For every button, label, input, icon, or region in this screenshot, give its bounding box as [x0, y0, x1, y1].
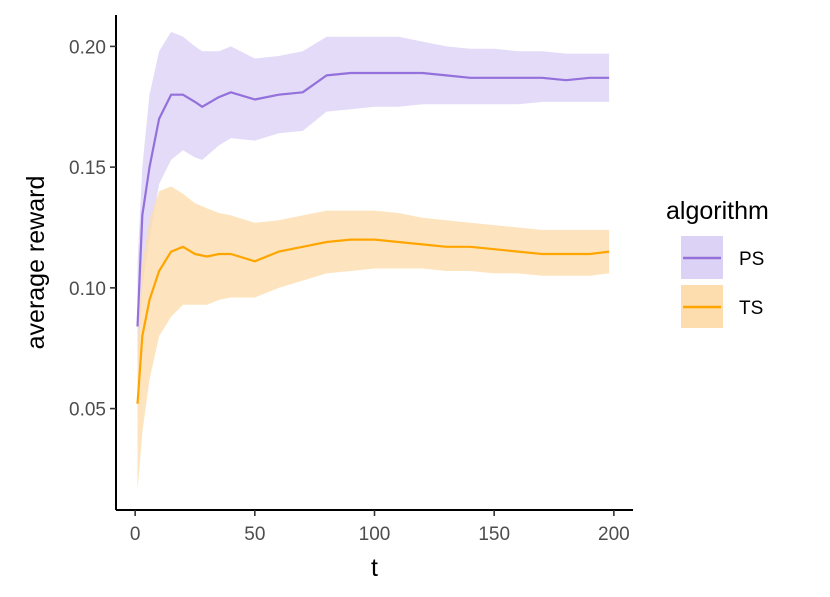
- y-axis-title: average reward: [22, 176, 50, 350]
- x-axis-title: t: [371, 554, 378, 582]
- axes: 0 50 100 150 200 0.05 0.10 0.15 0.20: [69, 15, 633, 545]
- x-ticks: 0 50 100 150 200: [130, 510, 630, 545]
- confidence-bands: [137, 31, 610, 491]
- y-tick-label: 0.20: [69, 37, 106, 58]
- legend-label-ts: TS: [739, 298, 763, 319]
- y-tick-label: 0.15: [69, 158, 106, 179]
- x-tick-label: 0: [130, 524, 141, 545]
- legend-title: algorithm: [666, 197, 769, 225]
- series-line-ts: [136, 238, 610, 404]
- series-line-ps: [136, 71, 610, 327]
- x-tick-label: 100: [359, 524, 391, 545]
- y-tick-label: 0.10: [69, 279, 106, 300]
- x-tick-label: 200: [598, 524, 630, 545]
- plot-area: [136, 31, 610, 491]
- legend-items: PS TS: [681, 236, 764, 328]
- x-tick-label: 150: [478, 524, 510, 545]
- x-tick-label: 50: [244, 524, 265, 545]
- confidence-band-ts: [137, 186, 610, 491]
- y-ticks: 0.05 0.10 0.15 0.20: [69, 37, 116, 421]
- legend-label-ps: PS: [739, 249, 764, 270]
- series-lines: [136, 71, 610, 404]
- y-tick-label: 0.05: [69, 400, 106, 421]
- confidence-band-ps: [137, 31, 610, 385]
- legend: algorithm PS TS: [666, 197, 769, 328]
